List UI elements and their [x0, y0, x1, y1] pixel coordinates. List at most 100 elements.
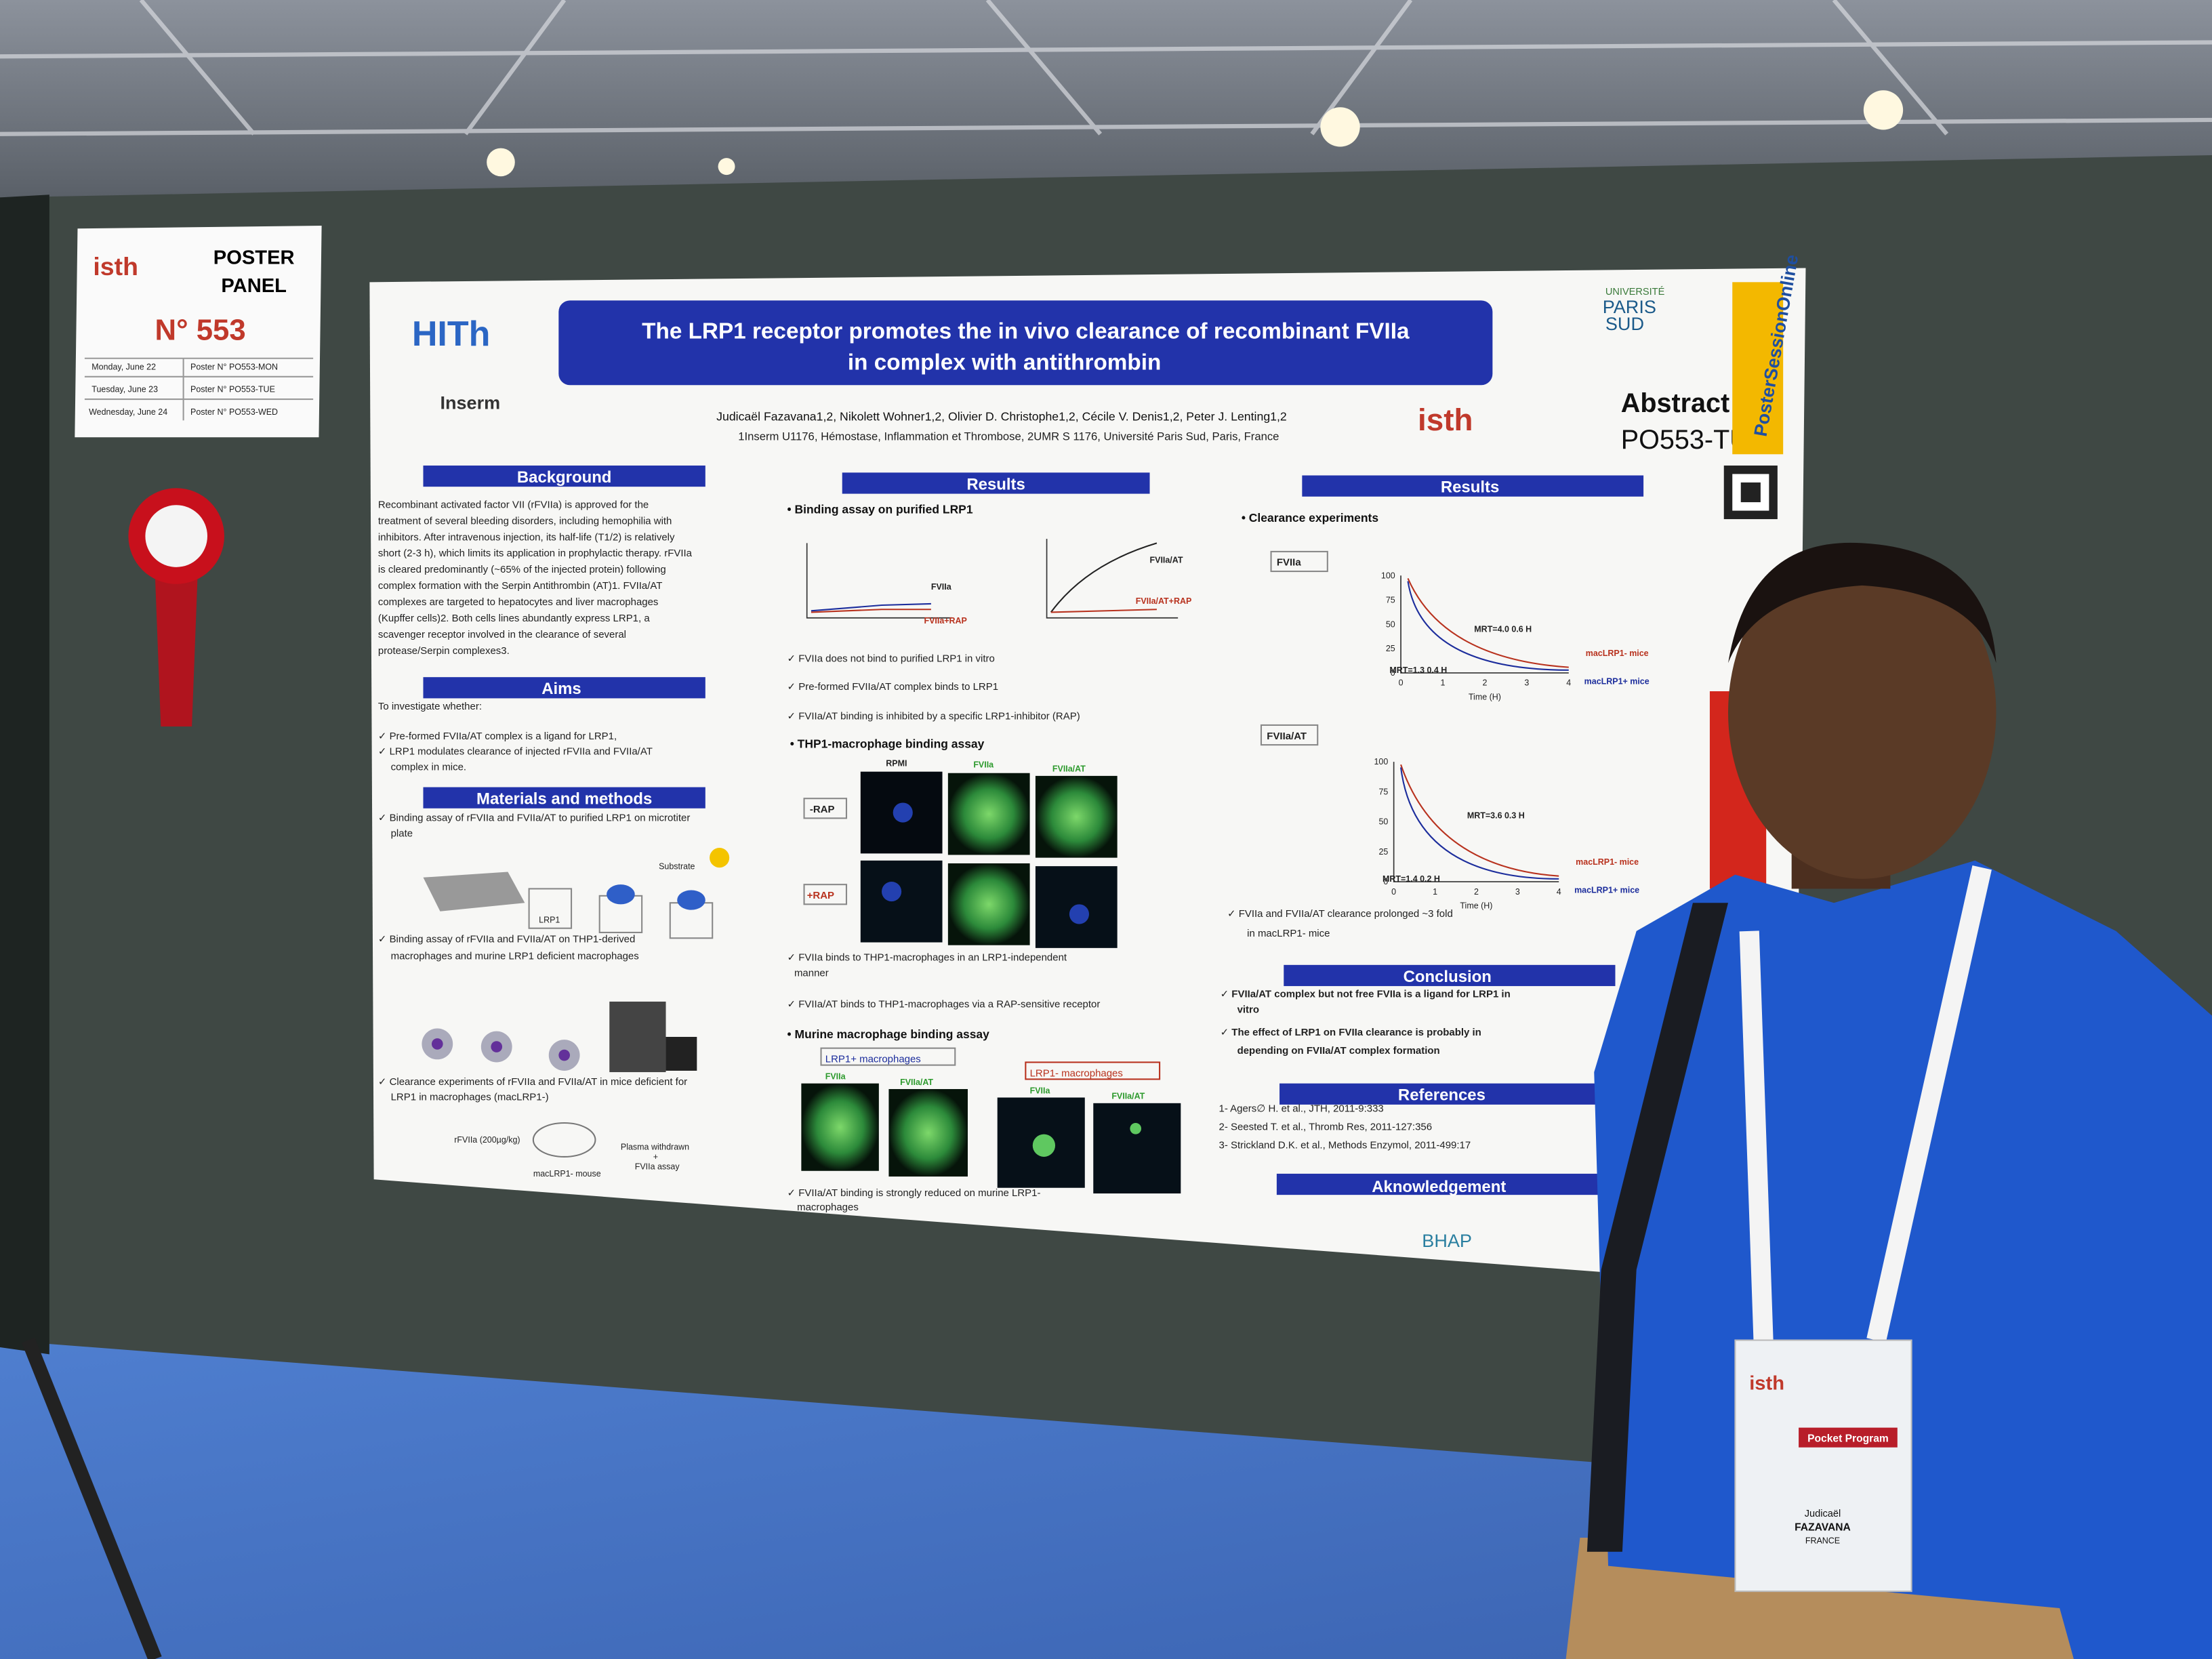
x-axis-label: Time (H) [1460, 901, 1492, 911]
body-text: ✓ Pre-formed FVIIa/AT complex binds to L… [787, 681, 999, 693]
x-tick-label: 2 [1474, 887, 1479, 897]
panel-label: FVIIa [1277, 557, 1301, 569]
axis [1400, 575, 1569, 674]
column-label: FVIIa [973, 760, 994, 769]
card-title: PANEL [221, 275, 287, 297]
y-tick-label: 75 [1378, 787, 1388, 796]
legend-entry: macLRP1- mice [1576, 857, 1639, 867]
body-text: LRP1 in macrophages (macLRP1-) [391, 1092, 549, 1103]
x-tick-label: 0 [1399, 678, 1404, 688]
body-text: complexes are targeted to hepatocytes an… [378, 596, 659, 608]
card-day: Monday, June 22 [91, 362, 156, 371]
body-text: ✓ FVIIa/AT binding is inhibited by a spe… [787, 711, 1080, 722]
panel-card: isth POSTER PANEL N° 553 Monday, June 22… [75, 226, 322, 438]
body-text: Recombinant activated factor VII (rFVIIa… [378, 499, 649, 510]
body-text: ✓ Binding assay of rFVIIa and FVIIa/AT t… [378, 813, 690, 824]
authors: Judicaël Fazavana1,2, Nikolett Wohner1,2… [716, 409, 1287, 423]
body-text: protease/Serpin complexes3. [378, 645, 510, 657]
section-heading: Results [1441, 478, 1499, 496]
subheading: • Clearance experiments [1242, 511, 1378, 525]
x-tick-label: 3 [1524, 678, 1529, 688]
section-heading: Aims [541, 680, 581, 698]
body-text: ✓ Pre-formed FVIIa/AT complex is a ligan… [378, 731, 617, 742]
figure-label: Plasma withdrawn [621, 1143, 689, 1152]
card-number: N° 553 [155, 314, 246, 347]
decay-curve [1407, 581, 1569, 671]
board-frame [0, 194, 49, 1355]
trusses [0, 0, 2212, 136]
badge-logo: isth [1749, 1372, 1784, 1394]
lights [487, 90, 1904, 177]
legend-entry: macLRP1+ mice [1574, 886, 1639, 895]
subheading: • Murine macrophage binding assay [787, 1027, 990, 1041]
x-tick-label: 0 [1391, 887, 1396, 897]
affiliation: 1Inserm U1176, Hémostase, Inflammation e… [738, 430, 1279, 443]
figure-label: LRP1 [539, 915, 560, 924]
column-label: RPMI [886, 758, 907, 768]
column-label: FVIIa [825, 1071, 846, 1081]
reference: 2- Seested T. et al., Thromb Res, 2011-1… [1219, 1121, 1433, 1132]
body-text: depending on FVIIa/AT complex formation [1237, 1045, 1440, 1057]
badge-program: Pocket Program [1807, 1433, 1889, 1444]
y-tick-label: 25 [1386, 644, 1395, 653]
y-tick-label: 75 [1386, 595, 1395, 605]
logo-bhap: BHAP [1422, 1231, 1472, 1251]
body-text: ✓ Clearance experiments of rFVIIa and FV… [378, 1076, 687, 1088]
body-text: ✓ FVIIa binds to THP1-macrophages in an … [787, 952, 1067, 964]
decay-curve [1407, 578, 1569, 668]
row-label: -RAP [810, 804, 835, 815]
card-day: Tuesday, June 23 [91, 385, 158, 394]
body-text: macrophages and murine LRP1 deficient ma… [391, 951, 639, 962]
badge-name: FAZAVANA [1795, 1522, 1851, 1534]
series-label: FVIIa/AT+RAP [1136, 596, 1192, 606]
panel-label: FVIIa/AT [1267, 731, 1307, 742]
y-tick-label: 0 [1383, 877, 1388, 886]
poster-title: in complex with antithrombin [848, 350, 1161, 375]
section-heading: Results [966, 475, 1025, 493]
y-tick-label: 50 [1378, 817, 1388, 827]
x-tick-label: 4 [1557, 887, 1561, 897]
y-tick-label: 0 [1391, 668, 1395, 678]
card-slot: Poster N° PO553-WED [190, 407, 278, 417]
body-text: inhibitors. After intravenous injection,… [378, 531, 675, 543]
board-leg [21, 1337, 162, 1659]
section-heading: Materials and methods [476, 790, 652, 808]
reference: 1- Agers∅ H. et al., JTH, 2011-9:333 [1219, 1103, 1384, 1114]
subheading: • Binding assay on purified LRP1 [787, 503, 973, 516]
legend-entry: macLRP1- mice [1586, 649, 1649, 658]
body-text: ✓ Binding assay of rFVIIa and FVIIa/AT o… [378, 934, 635, 945]
body-text: is cleared predominantly (~65% of the in… [378, 564, 666, 575]
mrt-label: MRT=4.0 0.6 H [1474, 625, 1532, 634]
column-label: FVIIa/AT [900, 1078, 933, 1087]
y-tick-label: 25 [1378, 847, 1388, 857]
body-text: complex formation with the Serpin Antith… [378, 580, 663, 592]
reference: 3- Strickland D.K. et al., Methods Enzym… [1219, 1139, 1471, 1151]
body-text: ✓ LRP1 modulates clearance of injected r… [378, 746, 653, 758]
body-text: ✓ FVIIa does not bind to purified LRP1 i… [787, 653, 995, 664]
body-text: To investigate whether: [378, 701, 482, 712]
section-heading: Conclusion [1404, 968, 1492, 986]
panel-label-box [1270, 550, 1328, 573]
section-heading: Aknowledgement [1372, 1178, 1506, 1196]
body-text: ✓ The effect of LRP1 on FVIIa clearance … [1221, 1027, 1481, 1038]
logo-inserm: Inserm [440, 393, 500, 413]
y-tick-label: 100 [1374, 757, 1389, 766]
series-label: FVIIa+RAP [924, 616, 966, 626]
badge-name: Judicaël [1805, 1509, 1841, 1519]
body-text: vitro [1237, 1004, 1259, 1016]
card-logo: isth [93, 252, 138, 281]
figure-label: macLRP1- mouse [533, 1169, 601, 1179]
group-label: LRP1- macrophages [1030, 1067, 1123, 1079]
body-text: ✓ FVIIa/AT complex but not free FVIIa is… [1221, 989, 1511, 1000]
body-text: scavenger receptor involved in the clear… [378, 629, 626, 640]
logo-hith: HITh [412, 314, 491, 354]
body-text: treatment of several bleeding disorders,… [378, 515, 672, 527]
figure-label: Substrate [659, 861, 695, 871]
card-day: Wednesday, June 24 [89, 407, 167, 417]
figure-label: rFVIIa (200µg/kg) [454, 1135, 520, 1145]
logo-univ: PARIS [1603, 297, 1656, 317]
column-label: FVIIa [1030, 1086, 1051, 1095]
ribbon [128, 488, 224, 727]
